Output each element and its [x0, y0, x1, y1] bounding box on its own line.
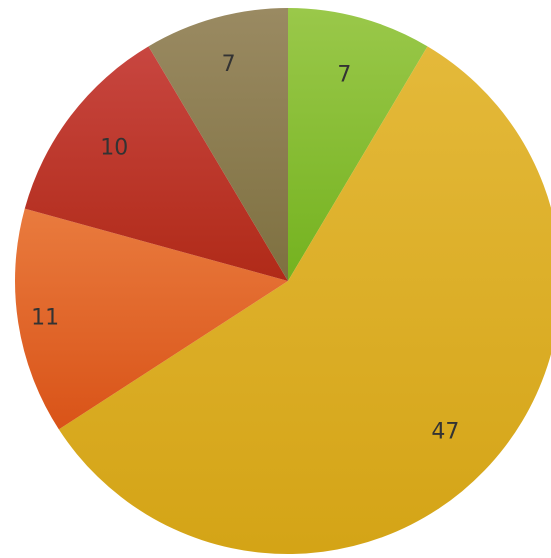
pie-slice-label-5: 7	[222, 52, 236, 77]
pie-slice-4	[24, 46, 289, 282]
pie-slices	[15, 8, 551, 554]
pie-slice-5	[148, 8, 288, 281]
pie-labels: 7 47 11 10 7	[31, 52, 459, 444]
pie-slice-label-4: 10	[100, 136, 128, 161]
pie-slice-label-2: 47	[431, 419, 459, 444]
pie-slice-label-1: 7	[337, 63, 351, 88]
pie-slice-1	[288, 8, 428, 281]
pie-slice-label-3: 11	[31, 306, 59, 331]
pie-slice-3	[15, 208, 289, 430]
pie-slice-2	[58, 46, 551, 554]
